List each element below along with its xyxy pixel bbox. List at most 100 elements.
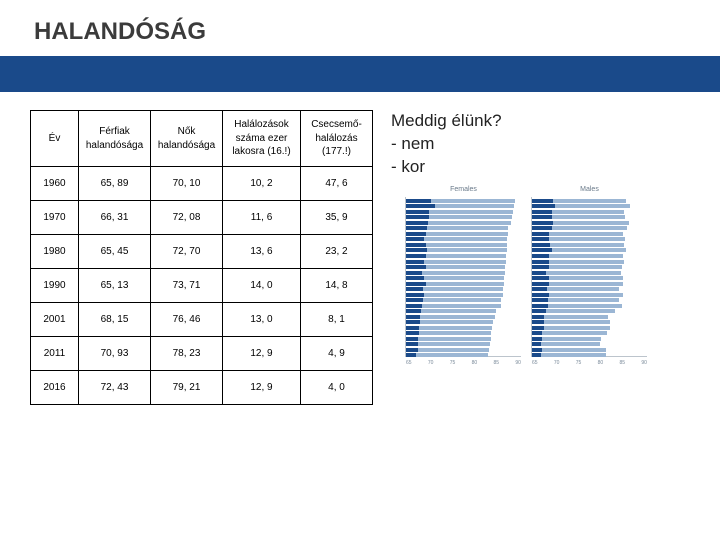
bar-row — [532, 248, 647, 252]
bar-dark — [532, 254, 549, 258]
x-tick: 90 — [641, 360, 647, 366]
table-cell: 73, 71 — [151, 269, 223, 303]
table-row: 196065, 8970, 1010, 247, 6 — [31, 167, 373, 201]
question-line: - nem — [391, 134, 434, 153]
table-row: 199065, 1373, 7114, 014, 8 — [31, 269, 373, 303]
table-header: Férfiakhalandósága — [79, 111, 151, 167]
bar-row — [532, 304, 647, 308]
bar-row — [532, 210, 647, 214]
table-header: Nőkhalandósága — [151, 111, 223, 167]
bar-dark — [532, 204, 555, 208]
table-cell: 1960 — [31, 167, 79, 201]
bar-dark — [532, 215, 552, 219]
bar-row — [532, 353, 647, 357]
bar-dark — [406, 232, 426, 236]
table-cell: 14, 8 — [301, 269, 373, 303]
table-header: Év — [31, 111, 79, 167]
table-cell: 65, 45 — [79, 235, 151, 269]
bar-row — [532, 199, 647, 203]
bar-dark — [532, 271, 546, 275]
table-cell: 70, 93 — [79, 337, 151, 371]
bar-row — [532, 260, 647, 264]
bar-row — [406, 199, 521, 203]
bar-dark — [406, 309, 421, 313]
x-tick: 65 — [532, 360, 538, 366]
header-line: Nők — [157, 125, 216, 139]
table-cell: 4, 9 — [301, 337, 373, 371]
bar-dark — [532, 337, 542, 341]
bar-row — [532, 265, 647, 269]
bar-row — [406, 353, 521, 357]
bar-dark — [406, 221, 428, 225]
x-ticks: 657075808590 — [406, 360, 521, 366]
header-line: lakosra (16.!) — [229, 145, 294, 159]
bar-row — [532, 237, 647, 241]
bar-row — [532, 232, 647, 236]
bar-dark — [406, 271, 422, 275]
bar-dark — [406, 348, 418, 352]
bar-row — [406, 309, 521, 313]
table-cell: 1980 — [31, 235, 79, 269]
bar-row — [532, 282, 647, 286]
bar-row — [406, 237, 521, 241]
bar-dark — [406, 331, 419, 335]
bar-row — [406, 342, 521, 346]
bar-dark — [406, 304, 422, 308]
bar-dark — [406, 326, 419, 330]
x-tick: 90 — [515, 360, 521, 366]
bar-row — [532, 342, 647, 346]
table-row: 198065, 4572, 7013, 623, 2 — [31, 235, 373, 269]
bar-dark — [406, 293, 424, 297]
bar-light — [406, 326, 492, 330]
bar-row — [406, 221, 521, 225]
header-line: száma ezer — [229, 132, 294, 146]
header-line: Halálozások — [229, 118, 294, 132]
table-cell: 76, 46 — [151, 303, 223, 337]
bar-row — [406, 337, 521, 341]
bar-dark — [406, 342, 418, 346]
table-cell: 23, 2 — [301, 235, 373, 269]
bar-row — [406, 326, 521, 330]
bar-row — [406, 260, 521, 264]
x-tick: 75 — [576, 360, 582, 366]
bar-row — [532, 287, 647, 291]
bar-row — [532, 298, 647, 302]
right-block: Meddig élünk? - nem - kor Females6570758… — [391, 110, 691, 405]
chart-panel: Females657075808590 — [405, 197, 521, 357]
x-tick: 75 — [450, 360, 456, 366]
x-tick: 70 — [554, 360, 560, 366]
bar-dark — [406, 243, 426, 247]
bar-row — [532, 326, 647, 330]
bar-row — [532, 243, 647, 247]
table-header: Csecsemő-halálozás(177.!) — [301, 111, 373, 167]
bar-row — [532, 254, 647, 258]
x-tick: 80 — [472, 360, 478, 366]
bar-dark — [532, 304, 548, 308]
question-text: Meddig élünk? - nem - kor — [391, 110, 691, 179]
header-line: halandósága — [157, 139, 216, 153]
page-title: HALANDÓSÁG — [34, 18, 720, 46]
bar-row — [406, 287, 521, 291]
bar-row — [532, 221, 647, 225]
bar-light — [532, 348, 606, 352]
bar-dark — [532, 348, 542, 352]
header-line: Év — [37, 132, 72, 146]
table-cell: 1990 — [31, 269, 79, 303]
bar-dark — [532, 320, 544, 324]
bar-dark — [532, 309, 546, 313]
table-cell: 66, 31 — [79, 201, 151, 235]
x-tick: 85 — [494, 360, 500, 366]
table-cell: 11, 6 — [223, 201, 301, 235]
table-cell: 78, 23 — [151, 337, 223, 371]
bar-light — [406, 348, 489, 352]
bar-light — [532, 326, 610, 330]
bar-light — [406, 337, 491, 341]
table-cell: 65, 13 — [79, 269, 151, 303]
bar-dark — [406, 320, 420, 324]
content-area: ÉvFérfiakhalandóságaNőkhalandóságaHalálo… — [30, 110, 691, 405]
table-cell: 1970 — [31, 201, 79, 235]
table-cell: 10, 2 — [223, 167, 301, 201]
bar-dark — [532, 331, 542, 335]
bar-row — [532, 271, 647, 275]
bar-row — [532, 315, 647, 319]
